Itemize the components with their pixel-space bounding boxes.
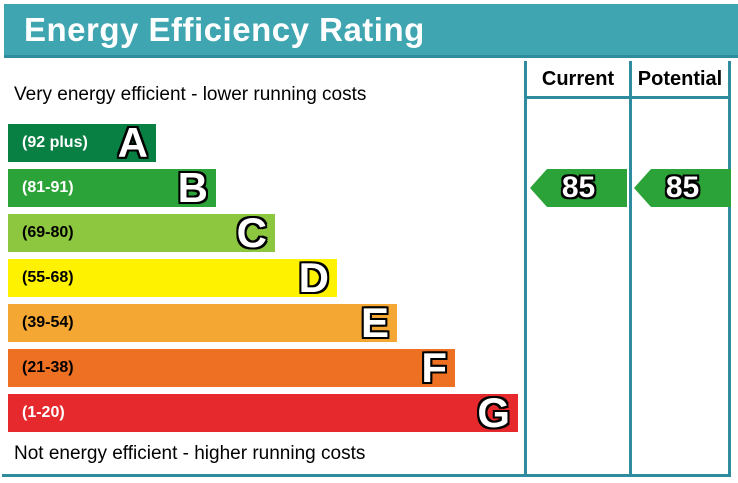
band-range-label-a: (92 plus) <box>22 134 88 151</box>
band-letter-d: D <box>298 254 329 301</box>
band-row-a: (92 plus) A <box>8 119 156 166</box>
current-column-header: Current <box>541 68 615 90</box>
potential-rating-value: 85 <box>665 171 700 204</box>
band-row-c: (69-80) C <box>8 209 275 256</box>
potential-rating-arrow: 85 <box>634 169 731 207</box>
band-row-b: (81-91) B <box>8 164 216 211</box>
table-divider-chart-current <box>524 61 527 477</box>
band-range-label-c: (69-80) <box>22 224 74 241</box>
current-rating-value: 85 <box>561 171 596 204</box>
band-row-e: (39-54) E <box>8 299 397 346</box>
band-letter-c: C <box>236 209 267 256</box>
band-range-label-f: (21-38) <box>22 359 74 376</box>
band-range-label-d: (55-68) <box>22 269 74 286</box>
title-bar: Energy Efficiency Rating <box>4 4 738 58</box>
band-letter-e: E <box>360 299 389 346</box>
header-divider-line <box>524 96 731 99</box>
band-range-label-e: (39-54) <box>22 314 74 331</box>
band-letter-a: A <box>117 119 148 166</box>
band-row-f: (21-38) F <box>8 344 455 391</box>
top-note: Very energy efficient - lower running co… <box>14 84 367 105</box>
table-divider-current-potential <box>629 61 632 477</box>
band-row-g: (1-20) G <box>8 389 518 436</box>
band-letter-f: F <box>421 344 447 391</box>
bottom-note: Not energy efficient - higher running co… <box>14 443 366 464</box>
table-border-right <box>728 61 731 477</box>
page-title: Energy Efficiency Rating <box>24 10 425 48</box>
current-rating-arrow: 85 <box>530 169 627 207</box>
band-letter-g: G <box>477 389 510 436</box>
band-range-label-g: (1-20) <box>22 404 65 421</box>
band-row-d: (55-68) D <box>8 254 337 301</box>
table-border-bottom <box>2 474 731 477</box>
potential-column-header: Potential <box>637 68 723 90</box>
band-letter-b: B <box>177 164 208 211</box>
band-range-label-b: (81-91) <box>22 179 74 196</box>
